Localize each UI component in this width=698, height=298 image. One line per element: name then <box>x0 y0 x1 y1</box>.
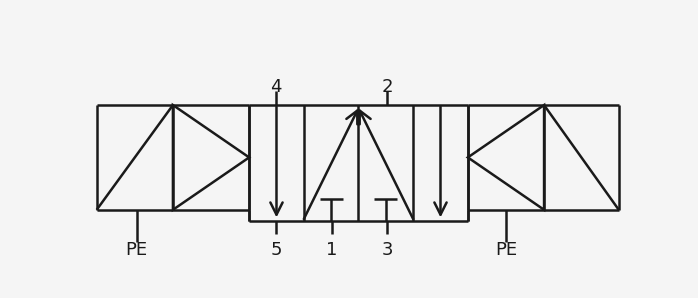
Text: PE: PE <box>126 241 148 259</box>
Text: 5: 5 <box>270 241 282 259</box>
Text: 3: 3 <box>381 241 393 259</box>
Text: 2: 2 <box>381 78 393 96</box>
Text: 4: 4 <box>270 78 282 96</box>
Text: PE: PE <box>496 241 517 259</box>
Text: 1: 1 <box>326 241 337 259</box>
